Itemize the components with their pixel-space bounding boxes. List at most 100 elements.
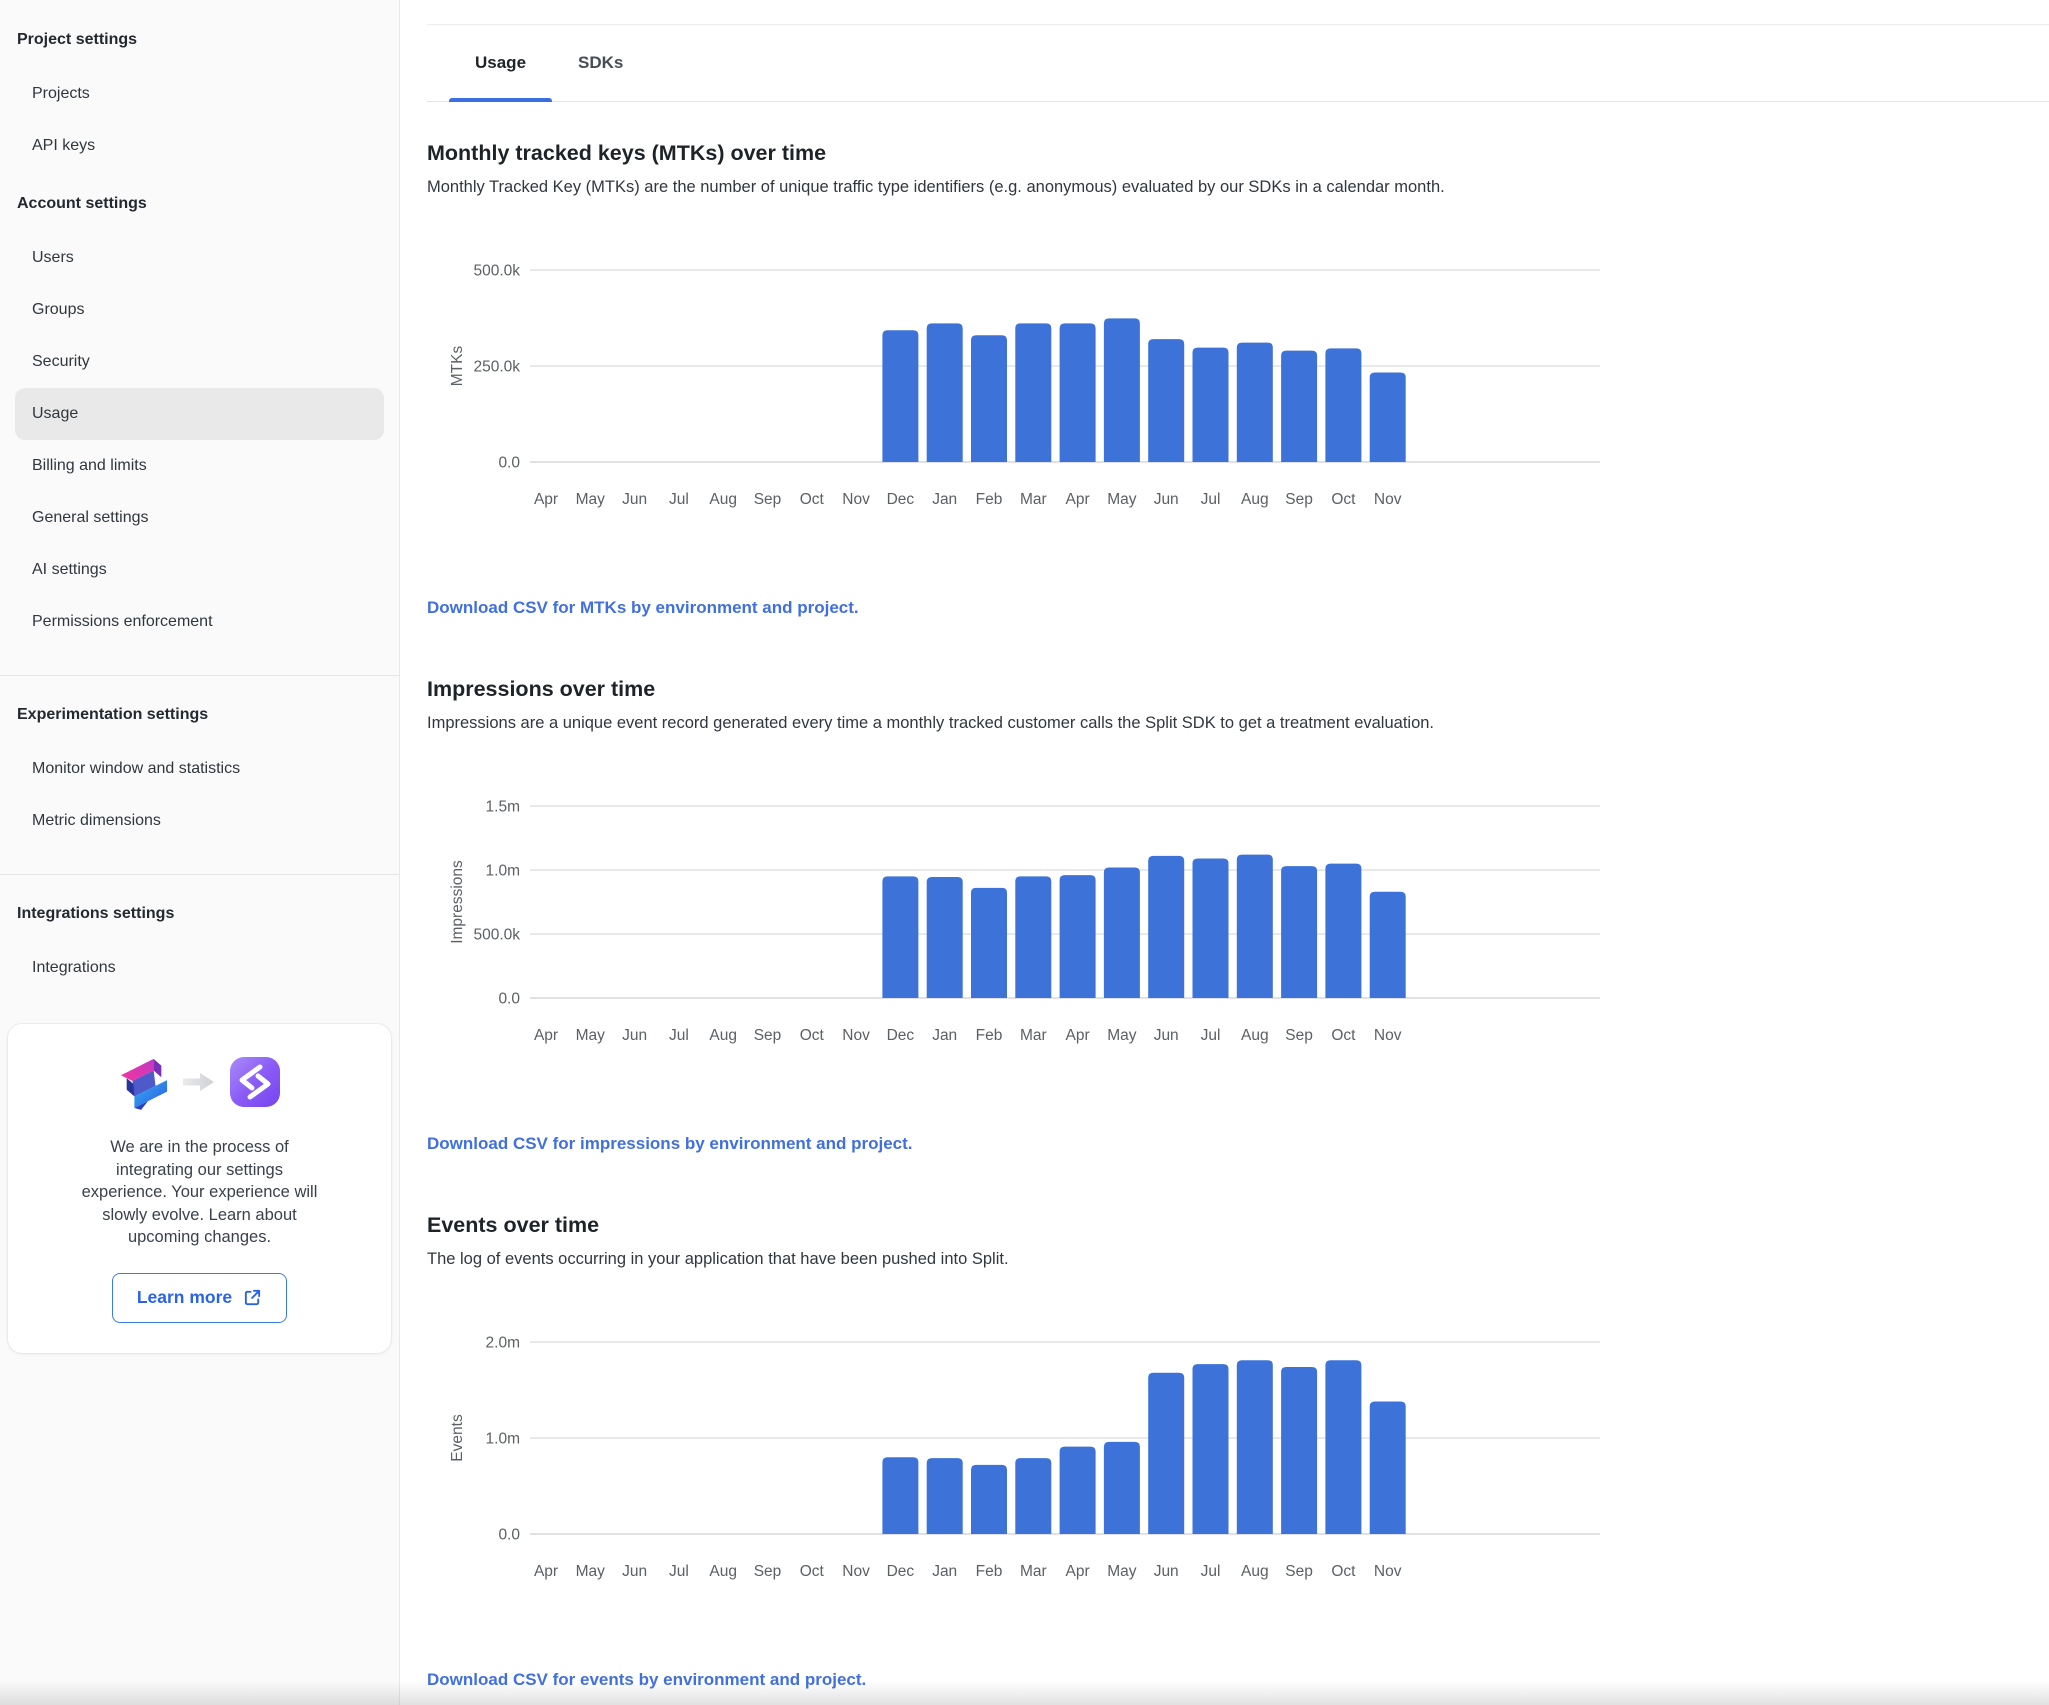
bar-mar [1015,1458,1052,1534]
x-tick-label: Dec [887,491,915,508]
x-tick-label: Aug [709,1563,737,1580]
y-tick-label: 0.0 [498,455,520,472]
y-tick-label: 0.0 [498,991,520,1008]
sidebar-item-ai-settings[interactable]: AI settings [32,561,107,578]
x-tick-label: Aug [709,491,737,508]
x-tick-label: Nov [1374,491,1402,508]
x-tick-label: Dec [887,1027,915,1044]
x-tick-label: Jan [932,491,957,508]
bar-jun [1148,339,1185,462]
y-tick-label: 500.0k [473,927,520,944]
y-tick-label: 250.0k [473,359,520,376]
bar-jan [926,1458,963,1534]
sidebar-section-heading-experimentation-settings: Experimentation settings [17,706,209,723]
sidebar-item-monitor-window-and-statistics[interactable]: Monitor window and statistics [32,760,241,777]
usage-content: Usage SDKs Monthly tracked keys (MTKs) ov… [400,0,2049,1705]
x-tick-label: Aug [1241,1027,1269,1044]
x-tick-label: Jul [669,1027,689,1044]
external-link-icon [245,1289,261,1306]
x-tick-label: Mar [1020,1027,1047,1044]
bar-nov [1369,372,1406,462]
sidebar-item-users[interactable]: Users [32,249,74,266]
x-tick-label: Jun [622,1563,647,1580]
bar-sep [1281,866,1318,998]
bar-jun [1148,1372,1185,1534]
y-axis-label: Events [449,1414,466,1462]
y-tick-label: 1.0m [486,1431,520,1448]
sidebar-item-permissions-enforcement[interactable]: Permissions enforcement [32,613,213,630]
x-tick-label: Apr [534,1027,558,1044]
bar-sep [1281,1366,1318,1534]
download-csv-link-impressions-chart[interactable]: Download CSV for impressions by environm… [427,1134,913,1153]
bar-nov [1369,1401,1406,1534]
x-tick-label: May [576,1027,606,1044]
x-tick-label: Jan [932,1027,957,1044]
tab-sdks[interactable]: SDKs [578,53,624,72]
download-csv-link-events-chart[interactable]: Download CSV for events by environment a… [427,1670,867,1689]
bar-jul [1192,347,1229,462]
bar-oct [1325,863,1362,998]
section-description: Monthly Tracked Key (MTKs) are the numbe… [427,178,1445,196]
x-tick-label: Apr [1066,491,1090,508]
x-tick-label: Jul [1201,1027,1221,1044]
x-tick-label: Aug [1241,491,1269,508]
bar-feb [971,1464,1007,1534]
x-tick-label: Nov [842,491,870,508]
bar-apr [1059,875,1096,998]
x-tick-label: Oct [800,1027,825,1044]
bar-nov [1369,891,1406,998]
y-tick-label: 2.0m [486,1336,520,1352]
x-tick-label: Jul [1201,491,1221,508]
sidebar-item-metric-dimensions[interactable]: Metric dimensions [32,812,161,829]
section-description: Impressions are a unique event record ge… [427,714,1435,732]
x-tick-label: Jun [1154,491,1179,508]
sidebar-item-usage[interactable]: Usage [15,388,384,440]
x-tick-label: Jun [622,1027,647,1044]
x-tick-label: Feb [976,491,1003,508]
bar-mar [1015,323,1052,462]
sidebar-section-heading-account-settings: Account settings [17,195,147,212]
tab-usage[interactable]: Usage [449,25,553,102]
sidebar-item-projects[interactable]: Projects [32,85,90,102]
x-tick-label: Apr [534,1563,558,1580]
bar-jan [926,877,963,998]
bar-jul [1192,1364,1229,1534]
bar-apr [1059,1446,1096,1534]
sidebar-divider [0,675,399,676]
bar-dec [882,330,919,462]
section-title-impressions-over-time: Impressions over time [427,677,656,701]
sidebar-section-heading-project-settings: Project settings [17,31,138,48]
sidebar-item-groups[interactable]: Groups [32,301,85,318]
migration-message: We are in the process of integrating our… [81,1138,318,1246]
sidebar-section-heading-integrations-settings: Integrations settings [17,905,175,922]
tabbar: Usage SDKs [427,24,2049,102]
x-tick-label: Apr [1066,1563,1090,1580]
bar-sep [1281,350,1318,462]
learn-more-button[interactable]: Learn more [111,1272,288,1323]
bar-may [1103,1441,1140,1534]
sidebar-item-security[interactable]: Security [32,353,90,370]
x-tick-label: Nov [1374,1027,1402,1044]
x-tick-label: Feb [976,1027,1003,1044]
x-tick-label: Sep [754,1027,782,1044]
sidebar-item-integrations[interactable]: Integrations [32,959,116,976]
y-axis-label: MTKs [449,346,466,387]
x-tick-label: Oct [1331,1027,1356,1044]
download-csv-link-mtks-chart[interactable]: Download CSV for MTKs by environment and… [427,598,859,617]
x-tick-label: Mar [1020,491,1047,508]
x-tick-label: Nov [842,1563,870,1580]
bar-aug [1236,1360,1273,1534]
sidebar-item-billing-and-limits[interactable]: Billing and limits [32,457,147,474]
bar-dec [882,1457,919,1534]
x-tick-label: Nov [1374,1563,1402,1580]
y-tick-label: 500.0k [473,264,520,280]
x-tick-label: Nov [842,1027,870,1044]
sidebar-item-api-keys[interactable]: API keys [32,137,96,154]
section-title-monthly-tracked-keys-mtks-over-time: Monthly tracked keys (MTKs) over time [427,141,827,165]
sidebar-item-general-settings[interactable]: General settings [32,509,149,526]
x-tick-label: Oct [1331,1563,1356,1580]
x-tick-label: Apr [534,491,558,508]
bar-apr [1059,323,1096,462]
bar-jan [926,323,963,462]
